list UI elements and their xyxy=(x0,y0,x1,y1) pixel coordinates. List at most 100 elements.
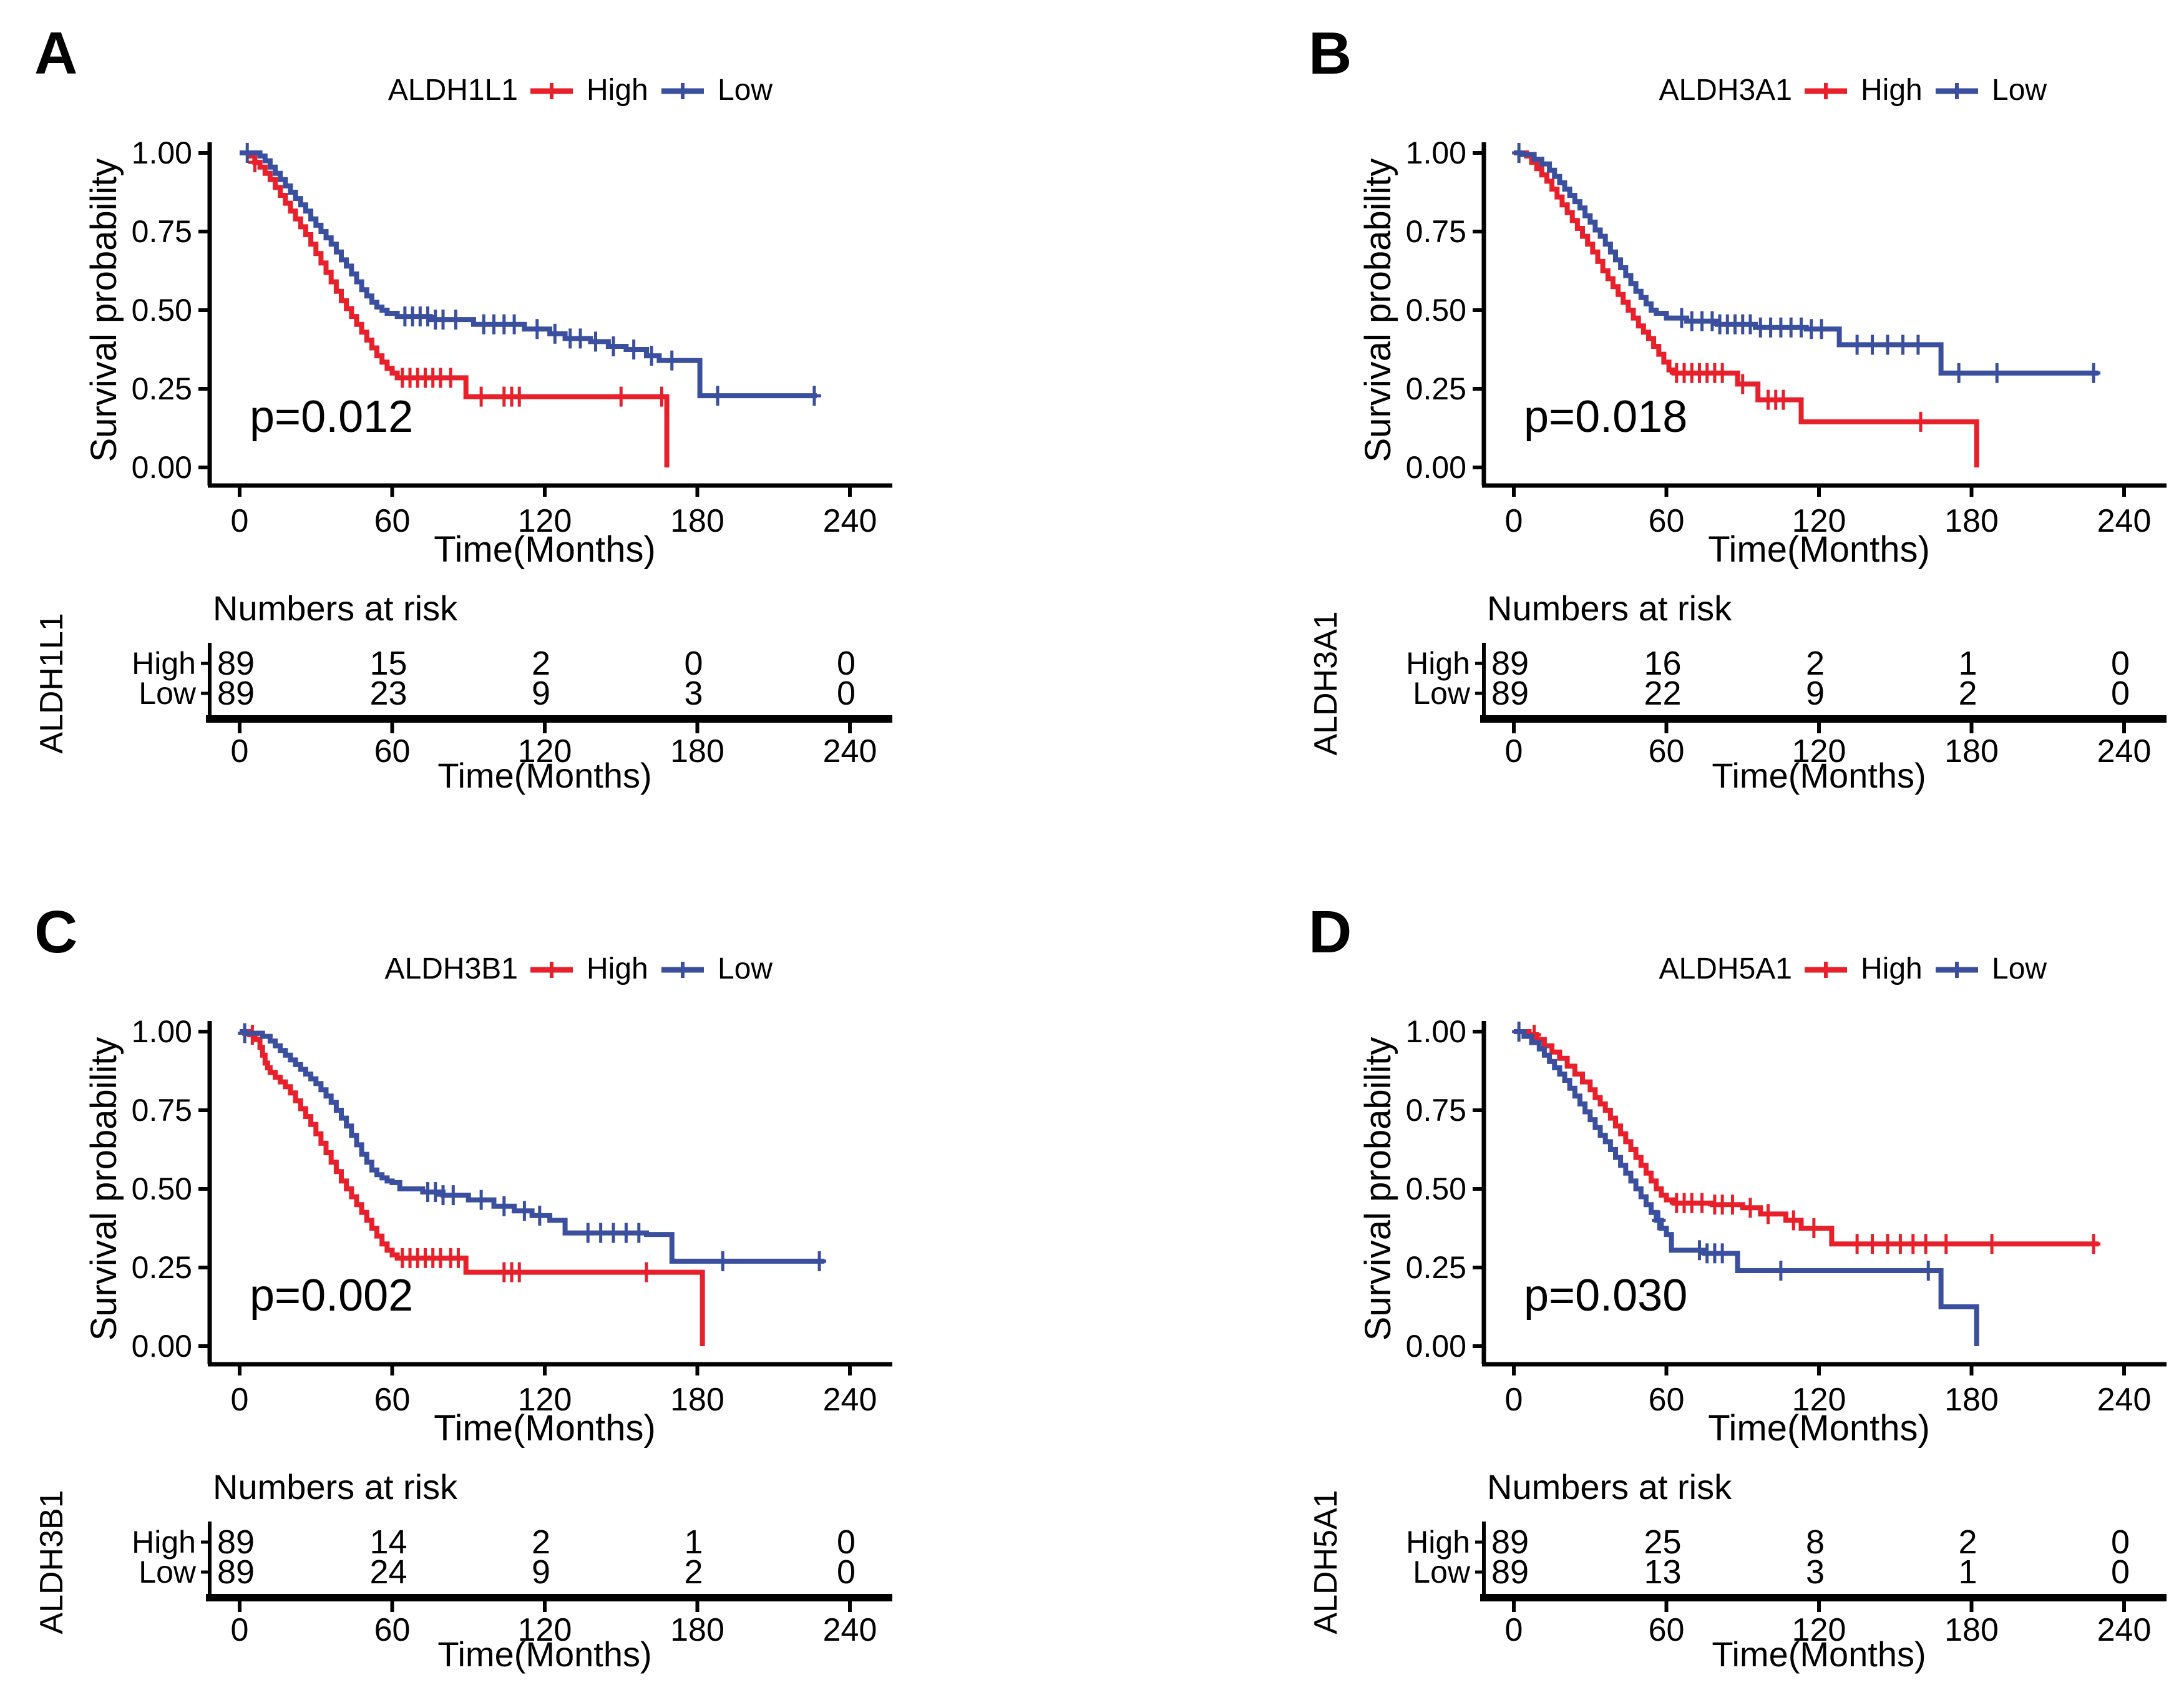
x-tick-label: 0 xyxy=(1505,503,1523,539)
risk-x-axis-title: Time(Months) xyxy=(1712,1634,1926,1674)
risk-x-tick-label: 180 xyxy=(670,733,724,769)
y-axis-title: Survival probability xyxy=(84,159,124,462)
risk-count-high: 89 xyxy=(217,1523,255,1561)
risk-count-low: 89 xyxy=(1491,1553,1529,1591)
y-tick-label: 0.50 xyxy=(1406,1171,1466,1206)
risk-x-tick-label: 60 xyxy=(1649,733,1685,769)
risk-count-high: 15 xyxy=(369,645,407,682)
risk-x-tick-label: 180 xyxy=(1944,733,1999,769)
panel-letter: D xyxy=(1309,899,1352,965)
risk-count-low: 2 xyxy=(684,1553,703,1591)
risk-count-low: 13 xyxy=(1644,1553,1681,1591)
risk-count-low: 89 xyxy=(217,675,255,712)
risk-x-tick-label: 120 xyxy=(1792,733,1846,769)
legend-high-label: High xyxy=(587,74,648,107)
legend-low-label: Low xyxy=(1992,74,2047,107)
risk-count-low: 2 xyxy=(1958,675,1977,712)
legend-high-label: High xyxy=(1861,74,1923,107)
risk-row-label-low: Low xyxy=(139,1555,197,1590)
risk-count-high: 1 xyxy=(1958,645,1977,682)
x-tick-label: 180 xyxy=(670,503,724,539)
risk-row-label-low: Low xyxy=(1413,1555,1471,1590)
y-axis-title: Survival probability xyxy=(1358,1037,1398,1341)
x-axis-title: Time(Months) xyxy=(434,1408,656,1449)
panel-letter: C xyxy=(34,899,77,965)
y-tick-label: 0.75 xyxy=(132,214,192,249)
y-tick-label: 0.00 xyxy=(132,450,192,485)
risk-table-title: Numbers at risk xyxy=(213,589,458,628)
risk-count-low: 9 xyxy=(1806,675,1825,712)
risk-count-high: 2 xyxy=(532,645,550,682)
risk-table-title: Numbers at risk xyxy=(213,1467,458,1507)
risk-count-high: 89 xyxy=(1491,645,1529,682)
y-axis-title: Survival probability xyxy=(1358,159,1398,462)
risk-x-tick-label: 180 xyxy=(1944,1612,1999,1648)
risk-row-label-low: Low xyxy=(1413,676,1471,711)
legend-high-label: High xyxy=(1861,952,1923,985)
p-value-label: p=0.030 xyxy=(1524,1271,1687,1321)
y-tick-label: 1.00 xyxy=(1406,1014,1466,1049)
risk-count-low: 22 xyxy=(1644,675,1681,712)
x-tick-label: 60 xyxy=(1649,503,1685,539)
risk-count-high: 25 xyxy=(1644,1523,1681,1561)
y-tick-label: 0.00 xyxy=(132,1329,192,1364)
x-axis-title: Time(Months) xyxy=(1708,529,1930,570)
risk-count-high: 1 xyxy=(684,1523,703,1561)
risk-x-tick-label: 120 xyxy=(518,1612,572,1648)
risk-table-title: Numbers at risk xyxy=(1487,1467,1732,1507)
y-tick-label: 0.75 xyxy=(132,1093,192,1128)
x-tick-label: 0 xyxy=(1505,1382,1523,1418)
p-value-label: p=0.018 xyxy=(1524,392,1687,442)
risk-row-label-high: High xyxy=(132,1525,196,1560)
risk-row-label-high: High xyxy=(1406,646,1470,681)
panel-letter: B xyxy=(1309,20,1352,87)
risk-x-axis-title: Time(Months) xyxy=(1712,756,1926,795)
legend-gene-label: ALDH1L1 xyxy=(388,74,518,107)
risk-gene-label: ALDH1L1 xyxy=(34,613,70,753)
risk-count-low: 3 xyxy=(1806,1553,1825,1591)
x-axis-title: Time(Months) xyxy=(434,529,656,570)
risk-x-tick-label: 180 xyxy=(670,1612,724,1648)
risk-count-high: 0 xyxy=(684,645,703,682)
risk-count-high: 89 xyxy=(217,645,255,682)
km-curve-low xyxy=(1514,1029,1979,1346)
y-tick-label: 0.50 xyxy=(132,293,192,328)
risk-x-tick-label: 60 xyxy=(1649,1612,1685,1648)
panel-letter: A xyxy=(34,20,77,87)
y-tick-label: 1.00 xyxy=(1406,135,1466,170)
x-tick-label: 0 xyxy=(231,503,249,539)
km-curve-high xyxy=(1514,150,1979,467)
y-tick-label: 0.00 xyxy=(1406,1329,1466,1364)
x-tick-label: 180 xyxy=(1944,1382,1999,1418)
x-tick-label: 120 xyxy=(1792,503,1846,539)
x-tick-label: 180 xyxy=(1944,503,1999,539)
x-tick-label: 240 xyxy=(823,1382,877,1418)
legend-low-label: Low xyxy=(718,952,773,985)
risk-count-high: 0 xyxy=(837,1523,856,1561)
risk-row-label-high: High xyxy=(1406,1525,1470,1560)
risk-count-high: 0 xyxy=(837,645,856,682)
y-tick-label: 0.25 xyxy=(132,1250,192,1285)
x-tick-label: 120 xyxy=(518,503,572,539)
y-tick-label: 0.25 xyxy=(132,371,192,406)
risk-x-tick-label: 0 xyxy=(1505,733,1523,769)
y-axis-title: Survival probability xyxy=(84,1037,124,1341)
risk-count-high: 89 xyxy=(1491,1523,1529,1561)
legend-low-label: Low xyxy=(718,74,773,107)
x-tick-label: 60 xyxy=(374,1382,411,1418)
p-value-label: p=0.002 xyxy=(250,1271,413,1321)
x-tick-label: 240 xyxy=(2097,503,2152,539)
risk-count-low: 0 xyxy=(2111,675,2130,712)
risk-gene-label: ALDH5A1 xyxy=(1308,1490,1344,1634)
risk-count-low: 23 xyxy=(369,675,407,712)
risk-x-tick-label: 240 xyxy=(2097,733,2152,769)
risk-x-tick-label: 240 xyxy=(823,733,877,769)
risk-count-high: 16 xyxy=(1644,645,1681,682)
legend-low-label: Low xyxy=(1992,952,2047,985)
y-tick-label: 0.25 xyxy=(1406,371,1466,406)
legend-gene-label: ALDH3A1 xyxy=(1659,74,1792,107)
risk-count-low: 0 xyxy=(837,1553,856,1591)
